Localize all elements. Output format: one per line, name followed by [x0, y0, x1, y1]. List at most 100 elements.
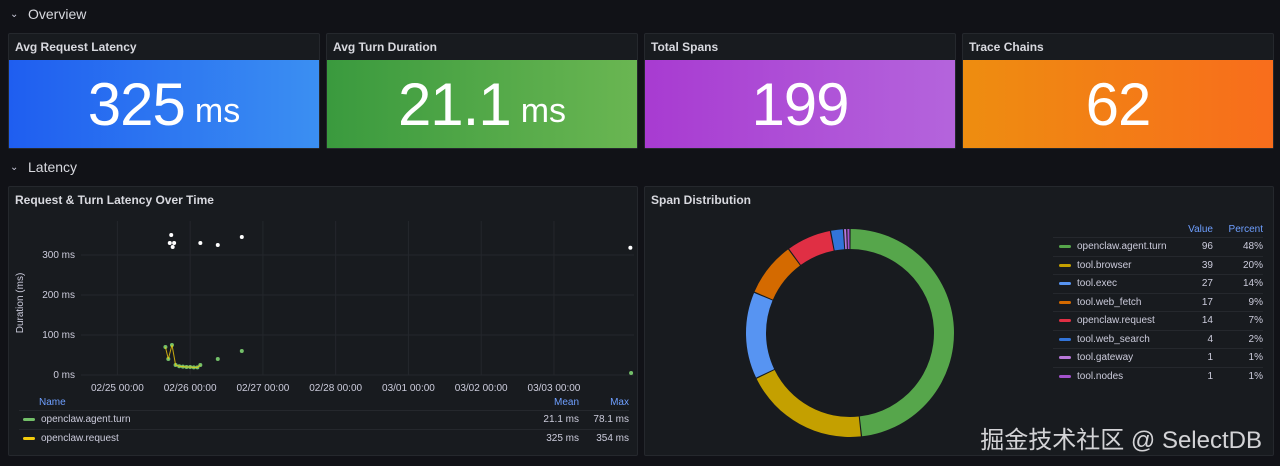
legend-header-max[interactable]: Max [610, 396, 629, 408]
series-line [164, 344, 201, 368]
stat-value-area: 21.1 ms [327, 60, 637, 148]
y-tick-label: 0 ms [53, 370, 75, 381]
series-color-swatch [23, 436, 35, 440]
data-point [239, 235, 244, 239]
slice-name: tool.exec [1077, 278, 1118, 290]
slice-value: 39 [1201, 259, 1213, 271]
y-tick-label: 300 ms [42, 250, 75, 261]
slice-value: 96 [1201, 241, 1213, 253]
pie-legend-header-percent[interactable]: Percent [1228, 223, 1263, 235]
slice-percent: 48% [1242, 241, 1263, 253]
row-latency[interactable]: ⌄ Latency [10, 156, 77, 178]
legend-series-name: openclaw.agent.turn [41, 414, 131, 426]
donut-slice [850, 229, 954, 437]
panel-title: Avg Turn Duration [333, 40, 437, 54]
timeseries-legend: Name Mean Max openclaw.agent.turn 21.1 m… [19, 394, 629, 447]
slice-value: 4 [1207, 333, 1213, 345]
stat-panel-avg-turn-duration[interactable]: Avg Turn Duration 21.1 ms [326, 33, 638, 149]
donut-slice [831, 229, 845, 251]
x-tick-label: 03/03 00:00 [528, 383, 581, 394]
pie-legend-row[interactable]: tool.web_search 4 2% [1053, 329, 1263, 349]
legend-series-mean: 21.1 ms [543, 414, 579, 426]
data-point [628, 245, 633, 250]
panel-title: Total Spans [651, 40, 719, 54]
y-tick-label: 200 ms [42, 290, 75, 301]
panel-title: Span Distribution [651, 193, 751, 207]
row-overview-title: Overview [28, 6, 87, 22]
stat-value-area: 62 [963, 60, 1273, 148]
slice-color-swatch [1059, 282, 1071, 286]
pie-legend-row[interactable]: openclaw.request 14 7% [1053, 311, 1263, 330]
y-axis-label: Duration (ms) [15, 273, 26, 334]
pie-legend-header-value[interactable]: Value [1188, 223, 1213, 235]
pie-legend-row[interactable]: tool.nodes 1 1% [1053, 366, 1263, 386]
slice-percent: 9% [1248, 296, 1263, 308]
stat-panel-trace-chains[interactable]: Trace Chains 62 [962, 33, 1274, 149]
x-tick-label: 02/27 00:00 [236, 383, 289, 394]
span-distribution-panel[interactable]: Span Distribution Value Percent openclaw… [644, 186, 1274, 456]
x-tick-label: 02/26 00:00 [164, 383, 217, 394]
pie-legend: Value Percent openclaw.agent.turn 96 48% to… [1053, 221, 1263, 385]
stat-panel-avg-request-latency[interactable]: Avg Request Latency 325 ms [8, 33, 320, 149]
pie-legend-row[interactable]: openclaw.agent.turn 96 48% [1053, 237, 1263, 256]
stat-value-area: 325 ms [9, 60, 319, 148]
slice-color-swatch [1059, 337, 1071, 341]
x-tick-label: 02/25 00:00 [91, 383, 144, 394]
slice-name: openclaw.request [1077, 315, 1155, 327]
pie-legend-header: Value Percent [1053, 221, 1263, 237]
panel-title: Trace Chains [969, 40, 1044, 54]
data-point [629, 371, 634, 375]
data-point [170, 245, 175, 249]
slice-name: openclaw.agent.turn [1077, 241, 1167, 253]
slice-name: tool.nodes [1077, 370, 1124, 382]
legend-row-agent-turn[interactable]: openclaw.agent.turn 21.1 ms 78.1 ms [19, 410, 629, 429]
timeseries-panel[interactable]: Request & Turn Latency Over Time Duratio… [8, 186, 638, 456]
slice-name: tool.gateway [1077, 352, 1134, 364]
x-tick-label: 03/01 00:00 [382, 383, 435, 394]
slice-color-swatch [1059, 263, 1071, 267]
data-point [215, 243, 220, 247]
slice-percent: 1% [1248, 370, 1263, 382]
data-point [167, 241, 172, 245]
series-color-swatch [23, 418, 35, 422]
slice-color-swatch [1059, 374, 1071, 378]
slice-value: 1 [1207, 352, 1213, 364]
stat-value: 21.1 [397, 70, 512, 138]
donut-slice [844, 229, 847, 250]
data-point [169, 233, 174, 237]
span-distribution-donut[interactable] [740, 223, 960, 443]
chevron-down-icon: ⌄ [10, 161, 19, 173]
stat-panel-total-spans[interactable]: Total Spans 199 [644, 33, 956, 149]
pie-legend-row[interactable]: tool.web_fetch 17 9% [1053, 292, 1263, 312]
donut-slice [754, 249, 801, 300]
slice-percent: 1% [1248, 352, 1263, 364]
panel-title: Request & Turn Latency Over Time [15, 193, 214, 207]
legend-series-max: 78.1 ms [593, 414, 629, 426]
x-tick-label: 02/28 00:00 [309, 383, 362, 394]
donut-slice [756, 369, 861, 437]
x-tick-label: 03/02 00:00 [455, 383, 508, 394]
pie-legend-row[interactable]: tool.exec 27 14% [1053, 274, 1263, 293]
latency-scatter-chart[interactable]: Duration (ms) 0 ms 100 ms 200 ms 300 ms 02/25… [9, 189, 637, 397]
slice-percent: 7% [1248, 315, 1263, 327]
legend-series-max: 354 ms [596, 432, 629, 444]
slice-value: 17 [1201, 296, 1213, 308]
data-point [172, 241, 177, 245]
pie-legend-row[interactable]: tool.gateway 1 1% [1053, 348, 1263, 367]
pie-legend-rows: openclaw.agent.turn 96 48% tool.browser 39 20… [1053, 237, 1263, 385]
slice-percent: 20% [1242, 259, 1263, 271]
slice-value: 14 [1201, 315, 1213, 327]
legend-header-mean[interactable]: Mean [553, 396, 579, 408]
slice-percent: 2% [1248, 333, 1263, 345]
slice-percent: 14% [1242, 278, 1263, 290]
legend-row-request[interactable]: openclaw.request 325 ms 354 ms [19, 428, 629, 448]
donut-slice [746, 292, 775, 378]
pie-legend-row[interactable]: tool.browser 39 20% [1053, 255, 1263, 275]
legend-header-name: Name [39, 396, 66, 408]
slice-color-swatch [1059, 319, 1071, 323]
row-overview[interactable]: ⌄ Overview [10, 3, 86, 25]
legend-series-mean: 325 ms [546, 432, 579, 444]
donut-slice [789, 230, 834, 265]
slice-color-swatch [1059, 245, 1071, 249]
slice-color-swatch [1059, 356, 1071, 360]
